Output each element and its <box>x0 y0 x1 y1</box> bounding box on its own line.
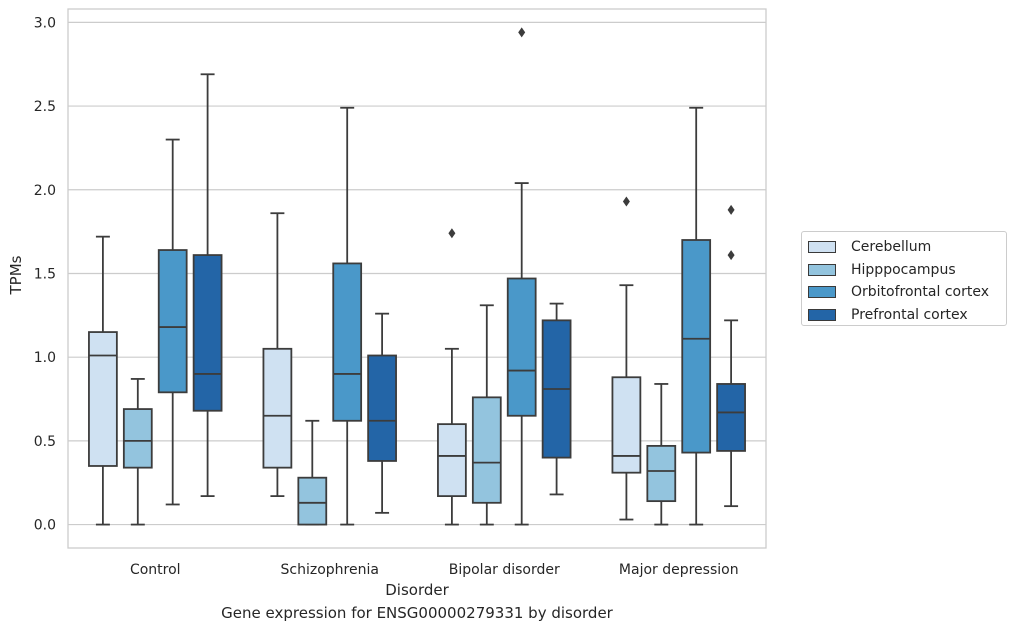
x-tick-label: Bipolar disorder <box>449 562 560 578</box>
box <box>88 331 118 467</box>
box <box>611 376 642 474</box>
legend-label: Orbitofrontal cortex <box>851 284 989 301</box>
box-group <box>88 235 118 526</box>
box-group <box>716 204 746 508</box>
box-group <box>506 27 537 526</box>
legend-swatch <box>808 263 836 276</box>
legend-label: Prefrontal cortex <box>851 306 968 323</box>
y-tick-label: 0.0 <box>34 518 56 534</box>
legend-swatch <box>808 286 836 299</box>
legend-label: Cerebellum <box>851 239 932 256</box>
box-group <box>367 312 397 514</box>
box-group <box>157 138 188 506</box>
y-tick-label: 2.5 <box>34 99 56 115</box>
box-group <box>262 212 293 498</box>
legend-item-orbitofrontal-cortex: Orbitofrontal cortex <box>808 281 1006 304</box>
y-tick-labels: 0.0 0.5 1.0 1.5 2.0 2.5 3.0 <box>34 15 56 533</box>
chart-caption: Gene expression for ENSG00000279331 by d… <box>221 604 613 622</box>
outlier-point <box>727 204 735 215</box>
box-group <box>541 302 572 496</box>
outlier-point <box>518 27 526 38</box>
box <box>367 354 397 462</box>
box <box>262 347 293 469</box>
plot-frame <box>67 8 767 549</box>
box <box>122 408 153 469</box>
box <box>297 476 328 526</box>
box <box>471 396 502 504</box>
box <box>681 239 712 454</box>
legend-item-cerebellum: Cerebellum <box>808 236 1006 259</box>
box <box>506 277 537 417</box>
box-group <box>646 383 677 526</box>
box <box>437 423 467 498</box>
y-tick-label: 1.5 <box>34 266 56 282</box>
box <box>332 262 363 422</box>
x-tick-labels: Control Schizophrenia Bipolar disorder Majo… <box>130 562 739 578</box>
y-tick-label: 2.0 <box>34 183 56 199</box>
x-axis-label: Disorder <box>385 581 449 599</box>
box-group <box>332 106 363 526</box>
box-group <box>437 228 467 526</box>
x-tick-label: Major depression <box>619 562 739 578</box>
y-axis-label: TPMs <box>7 255 25 295</box>
box <box>157 249 188 394</box>
box-group <box>471 304 502 526</box>
box <box>716 383 746 452</box>
outlier-point <box>448 228 456 239</box>
x-tick-label: Schizophrenia <box>281 562 379 578</box>
box-marks <box>88 27 746 526</box>
outlier-point <box>727 250 735 261</box>
y-tick-label: 3.0 <box>34 15 56 31</box>
legend-item-hippocampus: Hipppocampus <box>808 259 1006 282</box>
legend-swatch <box>808 241 836 254</box>
box-group <box>681 106 712 526</box>
legend: Cerebellum Hipppocampus Orbitofrontal co… <box>801 231 1007 326</box>
box-group <box>297 419 328 526</box>
box <box>192 254 223 412</box>
x-tick-label: Control <box>130 562 181 578</box>
y-tick-label: 0.5 <box>34 434 56 450</box>
box-group <box>192 73 223 498</box>
legend-swatch <box>808 308 836 321</box>
legend-item-prefrontal-cortex: Prefrontal cortex <box>808 304 1006 327</box>
y-tick-label: 1.0 <box>34 350 56 366</box>
box <box>646 444 677 503</box>
box-group <box>611 196 642 521</box>
legend-label: Hipppocampus <box>851 261 956 278</box>
outlier-point <box>622 196 630 207</box>
box-group <box>122 378 153 526</box>
